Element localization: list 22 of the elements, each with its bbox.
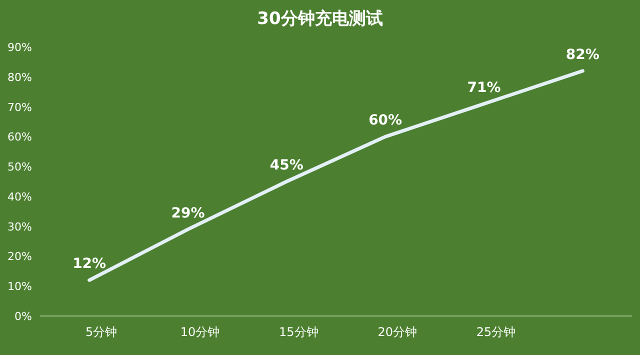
y-tick-label: 70% [8,100,32,114]
y-tick-label: 40% [8,190,32,204]
data-label: 45% [270,158,304,174]
data-label: 60% [368,112,402,129]
y-tick-label: 30% [8,220,32,234]
x-tick-label: 15分钟 [279,325,318,339]
x-tick-label: 20分钟 [378,325,417,339]
y-tick-label: 80% [8,70,32,84]
y-tick-label: 90% [8,41,32,54]
data-label: 12% [72,256,106,272]
y-tick-label: 60% [8,130,32,144]
y-tick-label: 20% [8,250,32,264]
y-tick-label: 0% [14,310,32,323]
x-tick-label: 25分钟 [476,325,516,339]
x-tick-label: 10分钟 [180,325,220,339]
data-label: 29% [171,205,205,222]
data-label: 82% [566,46,600,63]
x-tick-label: 5分钟 [86,325,118,339]
data-label: 71% [467,80,501,96]
y-tick-label: 10% [8,280,32,294]
y-tick-label: 50% [8,160,32,174]
chart-title: 30分钟充电测试 [257,9,383,29]
